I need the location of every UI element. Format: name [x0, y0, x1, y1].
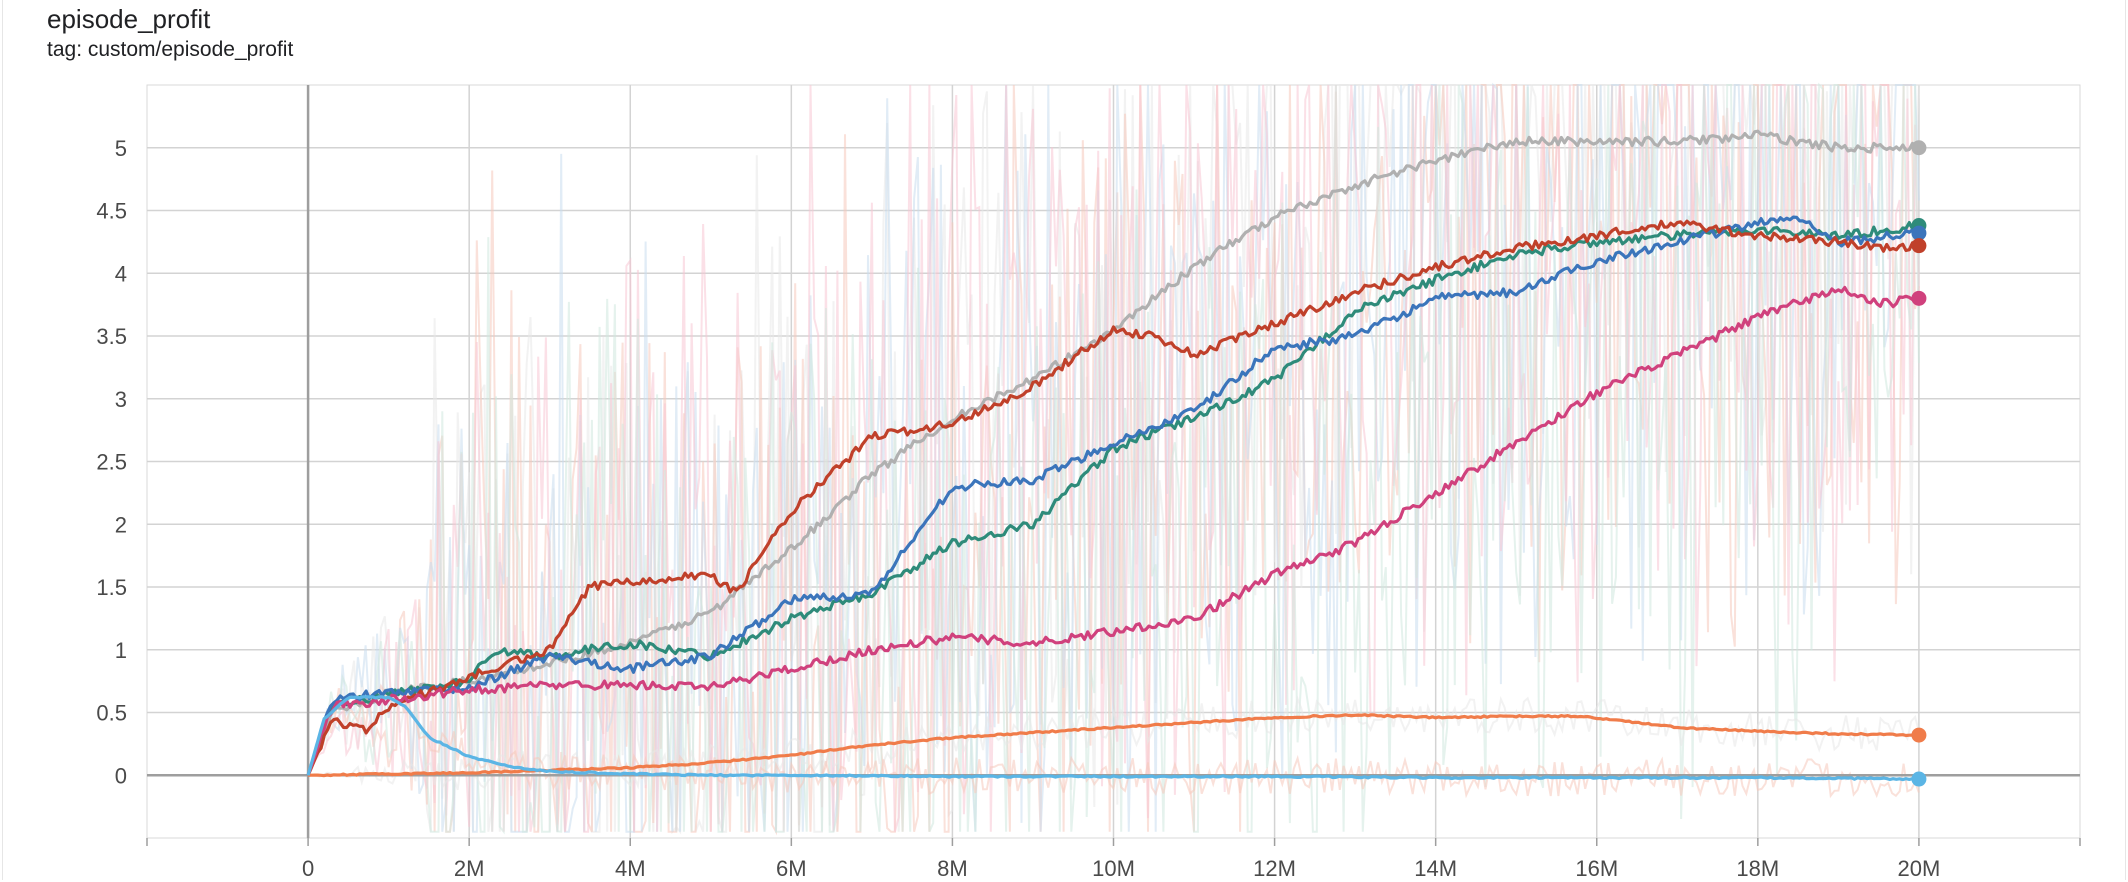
raw-series-line: [307, 683, 1920, 799]
end-markers: [1911, 140, 1927, 787]
series-end-marker-3[interactable]: [1911, 238, 1927, 254]
chart-title: episode_profit: [47, 4, 211, 34]
x-tick-label: 4M: [615, 856, 646, 881]
y-tick-label: 2: [115, 512, 127, 537]
y-tick-label: 4.5: [96, 199, 127, 224]
x-tick-label: 18M: [1736, 856, 1779, 881]
y-tick-label: 1: [115, 638, 127, 663]
series-end-marker-4[interactable]: [1911, 290, 1927, 306]
y-tick-label: 2.5: [96, 450, 127, 475]
y-tick-label: 1.5: [96, 575, 127, 600]
series-end-marker-2[interactable]: [1911, 225, 1927, 241]
series-end-marker-5[interactable]: [1911, 727, 1927, 743]
series-line-6[interactable]: [306, 695, 1920, 782]
y-tick-label: 3.5: [96, 324, 127, 349]
y-tick-label: 0.5: [96, 701, 127, 726]
raw-series-line: [307, 695, 1920, 791]
tick-labels: 0 0.5 1 1.5 2 2.5 3 3.5 4 4.5 5 0 2M 4M 6M 8M 10M 12M 14M 1…: [96, 136, 1940, 881]
x-tick-label: 0: [302, 856, 314, 881]
x-tick-label: 16M: [1575, 856, 1618, 881]
series-line-4[interactable]: [306, 285, 1920, 776]
y-tick-label: 5: [115, 136, 127, 161]
series-lines: [306, 129, 1921, 782]
y-tick-label: 4: [115, 261, 127, 286]
x-tick-label: 20M: [1898, 856, 1941, 881]
series-line-2[interactable]: [306, 215, 1921, 776]
x-tick-label: 10M: [1092, 856, 1135, 881]
x-tick-label: 6M: [776, 856, 807, 881]
x-tick-label: 14M: [1414, 856, 1457, 881]
series-end-marker-0[interactable]: [1911, 140, 1927, 156]
x-tick-label: 12M: [1253, 856, 1296, 881]
raw-series-line: [307, 84, 1920, 836]
y-tick-label: 0: [115, 763, 127, 788]
series-line-3[interactable]: [306, 219, 1920, 776]
x-tick-label: 8M: [937, 856, 968, 881]
series-end-marker-6[interactable]: [1911, 771, 1927, 787]
series-line-5[interactable]: [308, 713, 1920, 778]
x-tick-label: 2M: [454, 856, 485, 881]
y-tick-label: 3: [115, 387, 127, 412]
chart-tag: tag: custom/episode_profit: [47, 38, 294, 61]
